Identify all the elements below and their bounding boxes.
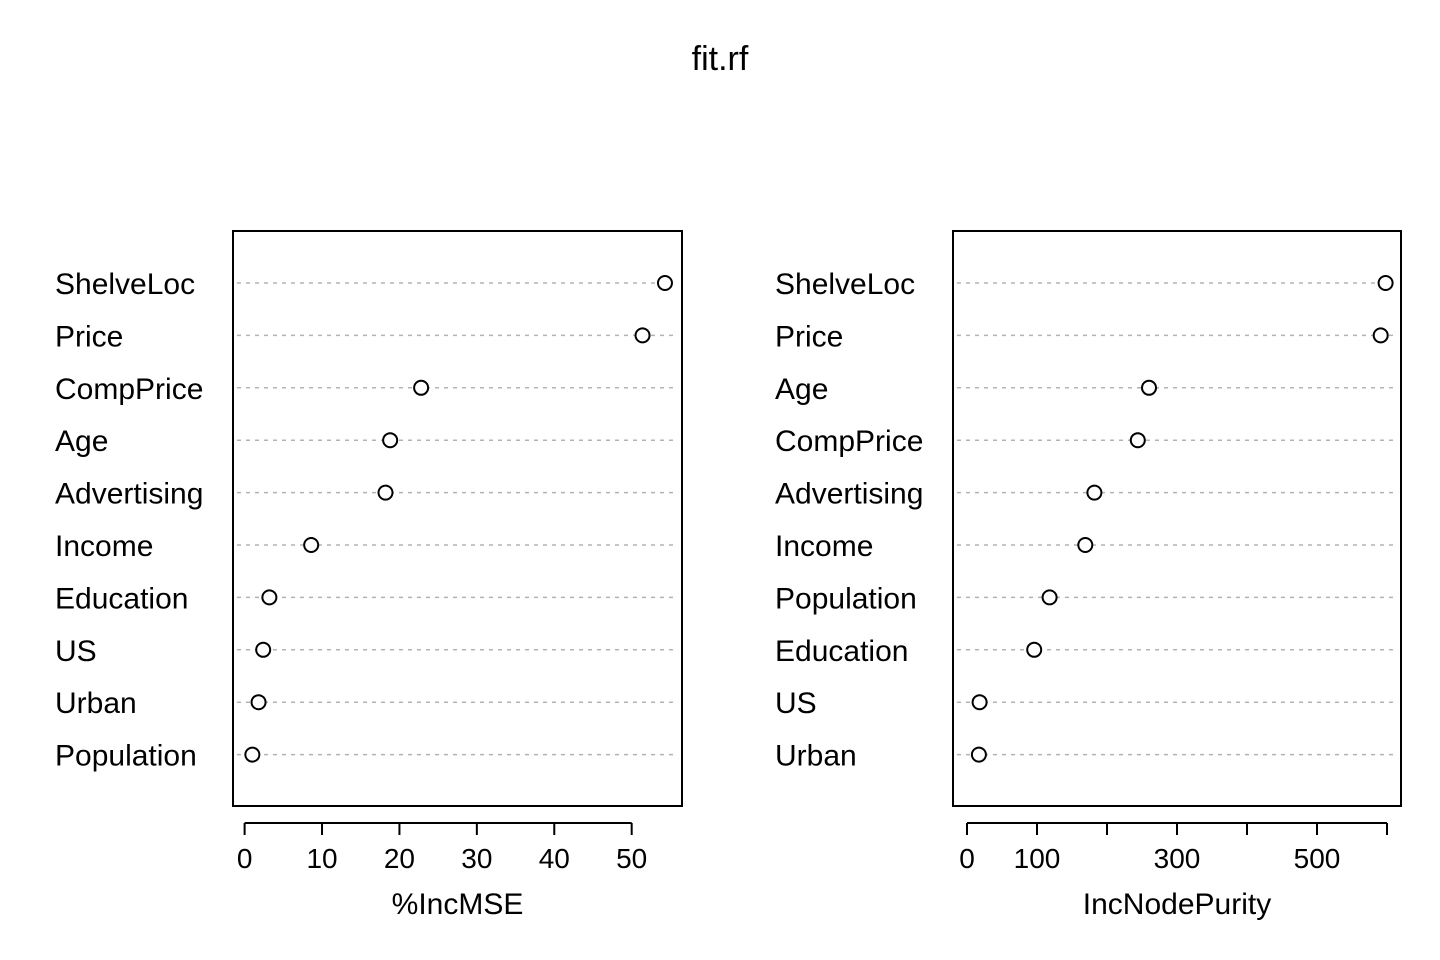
importance-point [634,327,651,344]
importance-point [1086,484,1103,501]
x-tick-label: 40 [539,843,570,874]
x-tick-label: 30 [461,843,492,874]
variable-label: US [55,635,97,668]
x-tick-label: 300 [1154,843,1201,874]
importance-point [250,694,267,711]
x-tick-label: 10 [306,843,337,874]
importance-point [382,432,399,449]
importance-point [303,537,320,553]
variable-label: Education [55,582,188,615]
x-tick-label: 0 [959,843,975,874]
importance-point [413,379,430,396]
variable-label: US [775,687,817,720]
x-tick-label: 500 [1294,843,1341,874]
x-tick-label: 50 [616,843,647,874]
variable-label: Income [775,530,873,563]
importance-point [1129,432,1146,449]
x-tick-label: 20 [384,843,415,874]
variable-label: Age [55,425,108,458]
importance-point [1026,641,1043,658]
variable-label: Advertising [55,478,203,511]
x-axis-label: IncNodePurity [1083,888,1271,921]
variable-label: Price [55,320,123,353]
variable-label: CompPrice [55,373,203,406]
variable-label: Income [55,530,153,563]
variable-label: Education [775,635,908,668]
variable-label: Population [55,740,197,773]
variable-label: Price [775,320,843,353]
x-tick-label: 100 [1014,843,1061,874]
panel-1: ShelveLoc Price CompPrice Age Advertising Inc… [55,230,683,921]
plot-frame [232,230,683,807]
importance-point [1372,327,1389,344]
variable-label: Age [775,373,828,406]
importance-point [971,694,988,711]
panel-2: ShelveLoc Price Age CompPrice Advertising Inc… [775,230,1402,921]
importance-point [1141,379,1157,396]
x-tick-label: 0 [237,843,253,874]
variable-label: Advertising [775,478,923,511]
importance-point [1041,589,1058,606]
importance-point [970,746,987,763]
variable-label: Urban [55,687,137,720]
importance-point [1077,537,1094,553]
importance-point [1377,275,1394,291]
plot-frame [952,230,1402,807]
variable-label: Population [775,582,917,615]
variable-label: Urban [775,740,857,773]
importance-point [656,275,673,291]
importance-point [261,589,278,606]
variable-label: ShelveLoc [775,268,915,301]
importance-point [377,484,394,501]
variable-label: ShelveLoc [55,268,195,301]
importance-point [244,746,261,763]
x-axis-label: %IncMSE [392,888,524,921]
importance-point [255,641,272,658]
chart-title: fit.rf [692,40,749,78]
variable-label: CompPrice [775,425,923,458]
